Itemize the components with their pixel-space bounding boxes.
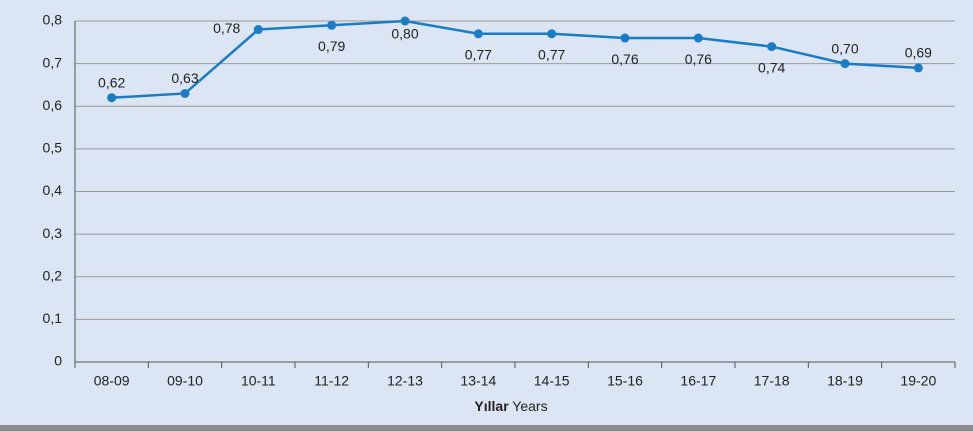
data-point (180, 88, 190, 98)
data-point (107, 93, 117, 103)
data-line (111, 19, 919, 99)
data-label: 0,62 (98, 74, 125, 90)
data-label: 0,80 (391, 26, 418, 42)
x-label-en: Years (512, 398, 547, 414)
x-tick-label: 15-16 (607, 373, 643, 389)
x-tick-label: 16-17 (680, 373, 716, 389)
y-tick-label: 0,5 (43, 140, 63, 156)
x-tick-label: 08-09 (94, 373, 130, 389)
x-tick-label: 18-19 (827, 373, 863, 389)
y-tick-label: 0,2 (43, 267, 63, 283)
y-tick-label: 0,6 (43, 97, 63, 113)
data-label: 0,76 (685, 51, 712, 67)
y-tick-label: 0,8 (43, 12, 63, 28)
data-label: 0,63 (171, 70, 198, 86)
data-label: 0,70 (831, 40, 858, 56)
y-tick-label: 0,3 (43, 225, 63, 241)
data-point (767, 42, 777, 52)
data-point (253, 25, 263, 35)
x-tick-label: 19-20 (900, 373, 936, 389)
data-point (620, 33, 630, 43)
y-tick-label: 0 (54, 353, 62, 369)
x-tick-label: 14-15 (534, 373, 570, 389)
y-tick-label: 0,4 (43, 182, 63, 198)
data-label: 0,79 (318, 38, 345, 54)
x-tick-label: 13-14 (460, 373, 496, 389)
x-axis-title: Yıllar Years (474, 398, 547, 414)
x-label: Yıllar (474, 398, 509, 414)
x-tick-label: 17-18 (754, 373, 790, 389)
data-label: 0,76 (611, 51, 638, 67)
y-tick-label: 0,7 (43, 54, 63, 70)
bottom-bar (0, 425, 973, 431)
x-tick-label: 11-12 (314, 373, 349, 389)
data-point (473, 29, 483, 39)
data-label: 0,77 (465, 46, 492, 62)
data-point (400, 16, 410, 26)
data-label: 0,77 (538, 46, 565, 62)
data-point (693, 33, 703, 43)
data-point (327, 20, 337, 30)
data-point (913, 63, 923, 73)
x-tick-label: 12-13 (387, 373, 423, 389)
data-label: 0,78 (213, 20, 240, 36)
data-label: 0,69 (905, 45, 932, 61)
data-point (547, 29, 557, 39)
x-tick-label: 09-10 (167, 373, 203, 389)
data-point (840, 59, 850, 69)
data-label: 0,74 (758, 59, 785, 75)
x-tick-label: 10-11 (241, 373, 276, 389)
y-tick-label: 0,1 (43, 310, 63, 326)
